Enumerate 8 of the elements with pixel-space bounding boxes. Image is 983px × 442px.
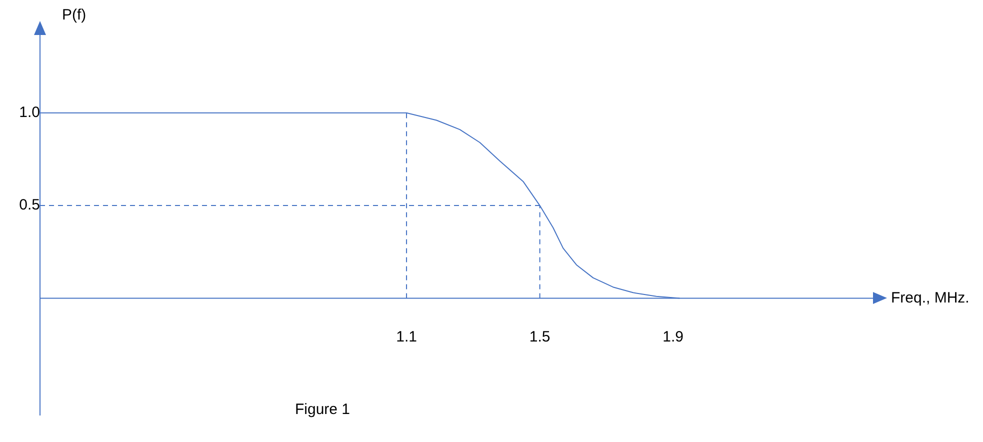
x-tick-label: 1.9 — [662, 328, 684, 346]
x-axis-title: Freq., MHz. — [891, 289, 970, 306]
x-tick-label: 1.5 — [529, 328, 550, 346]
y-tick-label: 1.0 — [19, 104, 40, 121]
y-axis-title: P(f) — [62, 6, 86, 24]
y-tick-label: 0.5 — [19, 196, 40, 214]
annotation: Figure 1 — [295, 401, 350, 418]
x-tick-label: 1.1 — [396, 328, 417, 346]
